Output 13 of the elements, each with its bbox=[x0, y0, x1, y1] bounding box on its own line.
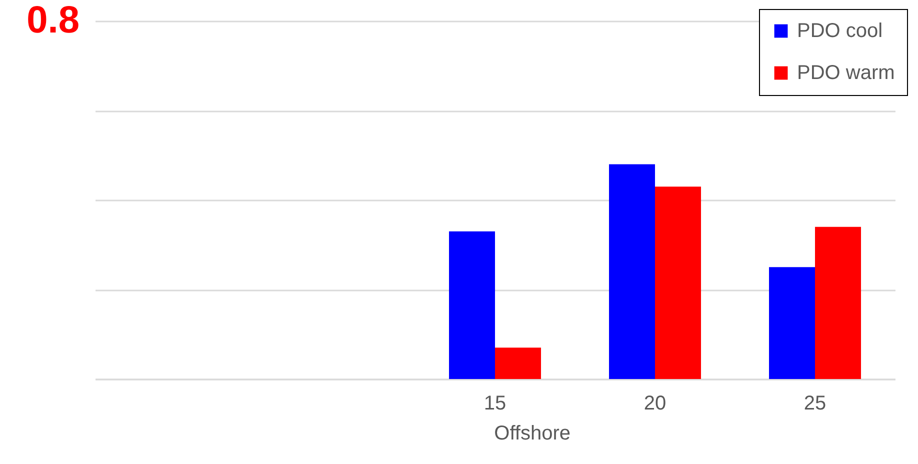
x-tick-label: 20 bbox=[644, 392, 666, 414]
x-axis-title: Offshore bbox=[494, 422, 570, 444]
legend-label: PDO warm bbox=[797, 62, 895, 84]
x-tick-label: 15 bbox=[484, 392, 506, 414]
legend-label: PDO cool bbox=[797, 20, 883, 42]
bar bbox=[495, 348, 541, 379]
y-tick-label: 0.8 bbox=[26, 0, 80, 42]
bar bbox=[449, 231, 495, 379]
bar bbox=[655, 186, 701, 379]
bar bbox=[769, 267, 815, 379]
bar bbox=[609, 164, 655, 379]
bar bbox=[815, 226, 861, 379]
x-tick-label: 25 bbox=[804, 392, 826, 414]
